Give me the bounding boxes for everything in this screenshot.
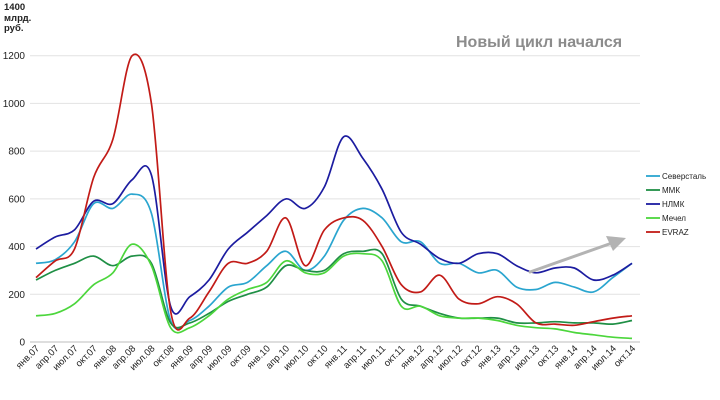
chart-title: Новый цикл начался	[456, 34, 622, 51]
trend-arrow-shaft	[528, 241, 614, 274]
series-lines	[35, 53, 633, 340]
y-tick-label: 200	[8, 290, 25, 301]
trend-arrow	[528, 236, 626, 274]
x-tick-label: окт.14	[612, 343, 638, 369]
y-tick-label: 1000	[3, 99, 26, 110]
y-tick-label: 600	[8, 194, 25, 205]
axes: 1400 млрд. руб.	[4, 2, 640, 343]
y-tick-label: 800	[8, 147, 25, 158]
legend-label: Мечел	[662, 214, 686, 223]
series-line-4	[35, 53, 633, 331]
trend-arrow-head	[606, 236, 626, 251]
y-tick-label: 400	[8, 242, 25, 253]
series-line-0	[35, 193, 633, 330]
y-axis-max-label: 1400	[4, 2, 25, 13]
series-line-3	[35, 243, 633, 340]
legend-label: EVRAZ	[662, 228, 689, 237]
legend-label: НЛМК	[662, 200, 685, 209]
legend-label: Северсталь	[662, 172, 706, 181]
legend: Северсталь ММК НЛМК Мечел EVRAZ	[646, 172, 706, 237]
x-tick-labels: янв.07апр.07июл.07окт.07янв.08апр.08июл.…	[14, 343, 638, 373]
y-tick-labels: 0 200 400 600 800 1000 1200	[3, 51, 26, 348]
legend-label: ММК	[662, 186, 680, 195]
series-line-1	[35, 248, 633, 329]
y-axis-unit-line-1: млрд.	[4, 13, 31, 24]
y-axis-unit-line-2: руб.	[4, 23, 23, 34]
y-tick-label: 0	[19, 338, 25, 349]
y-tick-label: 1200	[3, 51, 26, 62]
